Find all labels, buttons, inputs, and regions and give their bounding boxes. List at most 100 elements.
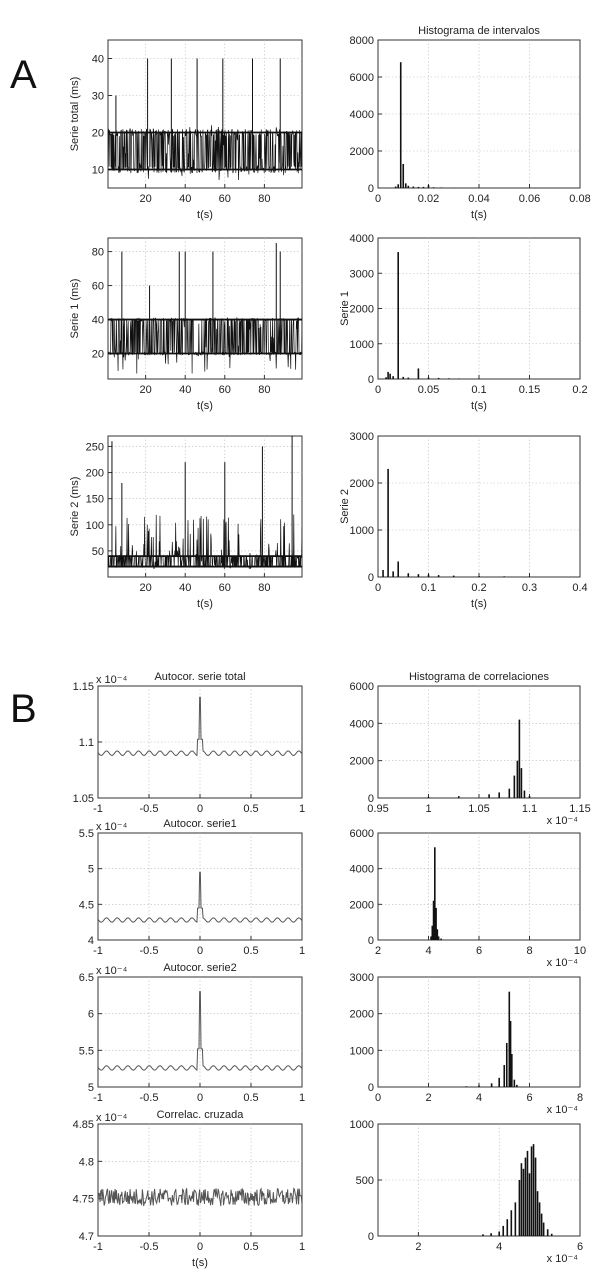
x-tick-label: 0.95 xyxy=(367,803,388,815)
chart-b_crosscorr: -1 -0.5 0 0.5 1 4.7 4.75 4.8 4.85 Correlac. cruza… xyxy=(73,1109,305,1269)
bar xyxy=(502,1225,505,1236)
x-tick-label: -1 xyxy=(93,803,103,815)
bar xyxy=(522,1168,525,1236)
y-tick-label: 6000 xyxy=(350,681,374,693)
x-tick-label: 1 xyxy=(425,803,431,815)
x-tick-label: 60 xyxy=(219,384,231,396)
y-tick-label: 1.1 xyxy=(79,737,94,749)
y-tick-label: 8000 xyxy=(350,35,374,47)
bar xyxy=(440,187,442,188)
y-tick-label: 5.5 xyxy=(79,828,94,840)
bar xyxy=(392,376,394,379)
x-tick-label: -0.5 xyxy=(140,1092,159,1104)
x-tick-label: 20 xyxy=(139,582,151,594)
y-tick-label: 0 xyxy=(368,1082,374,1094)
x-tick-label: 6 xyxy=(476,945,482,957)
bar xyxy=(389,373,391,379)
bar xyxy=(536,1191,539,1236)
bar xyxy=(516,760,519,798)
x-tick-label: 20 xyxy=(139,193,151,205)
x-tick-label: 4 xyxy=(496,1241,502,1253)
x-tick-label: 0.06 xyxy=(519,193,540,205)
x-axis-label: t(s) xyxy=(197,400,213,412)
bar xyxy=(430,936,432,940)
bar xyxy=(513,1079,516,1087)
x-tick-label: -1 xyxy=(93,945,103,957)
bar xyxy=(498,1231,500,1236)
y-tick-label: 0 xyxy=(368,793,374,805)
x-tick-label: 0.04 xyxy=(468,193,489,205)
y-tick-label: 2000 xyxy=(350,478,374,490)
y-tick-label: 5 xyxy=(88,1082,94,1094)
plot-area xyxy=(98,871,302,923)
plot-frame xyxy=(377,976,581,1088)
series-line xyxy=(108,125,302,180)
y-tick-label: 2000 xyxy=(350,899,374,911)
y-tick-label: 0 xyxy=(368,183,374,195)
x-tick-label: 40 xyxy=(179,193,191,205)
y-tick-label: 1000 xyxy=(350,1045,374,1057)
bar xyxy=(427,377,430,379)
y-tick-label: 4000 xyxy=(350,864,374,876)
bar xyxy=(506,1219,509,1236)
x-axis-label: t(s) xyxy=(471,209,487,221)
y-tick-label: 20 xyxy=(92,128,104,140)
bar xyxy=(520,1163,523,1236)
y-tick-label: 5.5 xyxy=(79,1045,94,1057)
x-axis-label: t(s) xyxy=(197,209,213,221)
x-tick-label: 0.02 xyxy=(418,193,439,205)
chart-title: Histograma de intervalos xyxy=(418,25,540,37)
exponent-label: x 10⁻⁴ xyxy=(547,957,579,969)
x-tick-label: 1.15 xyxy=(569,803,590,815)
x-tick-label: 10 xyxy=(574,945,586,957)
series-line xyxy=(98,991,302,1071)
bar xyxy=(431,925,434,940)
bar xyxy=(482,1234,484,1236)
bar xyxy=(478,576,480,577)
x-tick-label: 1.1 xyxy=(522,803,537,815)
y-tick-label: 4.8 xyxy=(79,1156,94,1168)
bar xyxy=(498,792,500,798)
bar xyxy=(540,1213,543,1236)
bar xyxy=(546,1229,549,1236)
bar xyxy=(538,1202,541,1236)
plot-area xyxy=(482,1144,553,1236)
x-tick-label: 40 xyxy=(179,582,191,594)
bar xyxy=(498,1077,500,1087)
y-tick-label: 2000 xyxy=(350,756,374,768)
x-tick-label: 8 xyxy=(526,945,532,957)
y-tick-label: 1000 xyxy=(350,525,374,537)
bar xyxy=(447,378,450,379)
bar xyxy=(509,1021,512,1087)
bar xyxy=(530,1146,533,1236)
bar xyxy=(526,1150,529,1236)
x-tick-label: 2 xyxy=(415,1241,421,1253)
x-tick-label: 0.5 xyxy=(243,1241,258,1253)
bar xyxy=(402,163,405,188)
y-tick-label: 4000 xyxy=(350,233,374,245)
x-axis-label: t(s) xyxy=(192,1257,208,1269)
x-tick-label: 0.08 xyxy=(569,193,590,205)
y-axis-label: Serie 2 (ms) xyxy=(69,477,81,537)
x-tick-label: 6 xyxy=(526,1092,532,1104)
x-tick-label: 0 xyxy=(197,1092,203,1104)
plot-area xyxy=(108,58,302,180)
bar xyxy=(516,1084,518,1087)
plot-area xyxy=(394,62,455,188)
y-tick-label: 2000 xyxy=(350,146,374,158)
bar xyxy=(550,1233,553,1236)
bar xyxy=(490,1083,493,1087)
bar xyxy=(397,561,399,577)
bar xyxy=(392,571,394,577)
bar xyxy=(503,1065,506,1087)
x-tick-label: 0.2 xyxy=(572,384,587,396)
plot-area xyxy=(382,468,531,577)
x-tick-label: -1 xyxy=(93,1092,103,1104)
bar xyxy=(407,185,410,188)
x-axis-label: t(s) xyxy=(471,598,487,610)
bar xyxy=(452,575,455,577)
series-line xyxy=(108,316,302,374)
y-axis-label: Serie 1 xyxy=(339,291,351,326)
bar xyxy=(382,569,384,577)
bar xyxy=(511,1054,513,1087)
